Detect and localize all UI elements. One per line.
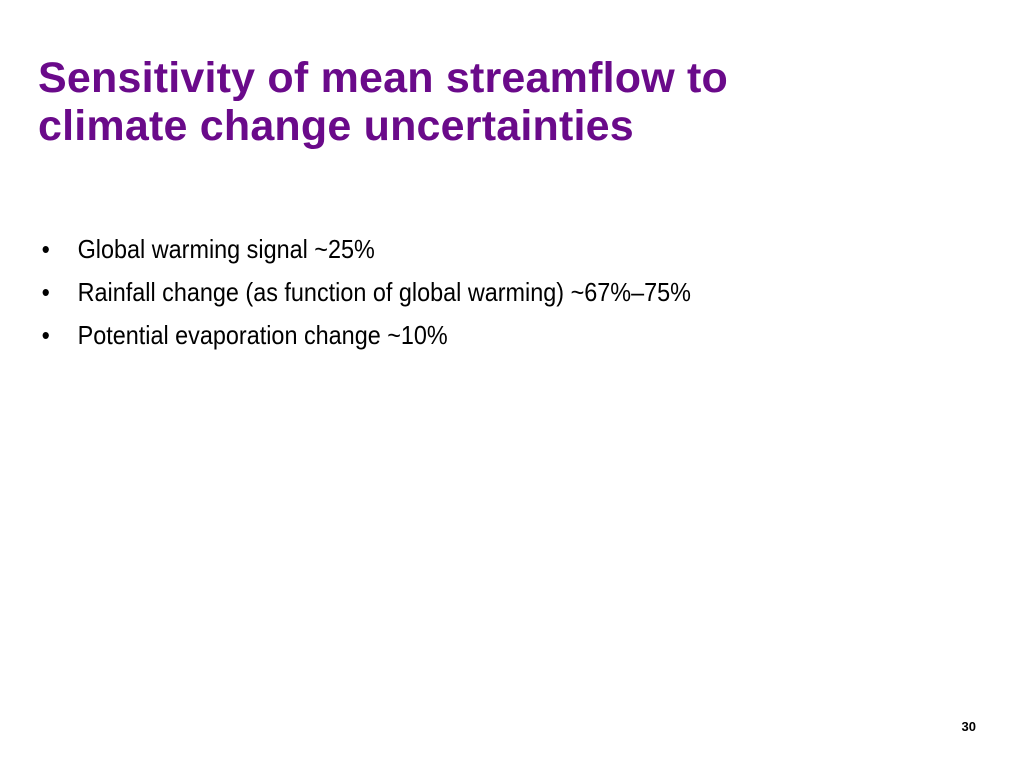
bullet-icon: • <box>41 234 50 264</box>
bullet-icon: • <box>41 320 50 350</box>
bullet-text: Potential evaporation change ~10% <box>77 320 448 350</box>
bullet-icon: • <box>41 277 50 307</box>
bullet-text: Rainfall change (as function of global w… <box>77 277 691 307</box>
bullet-item: • Rainfall change (as function of global… <box>38 271 902 314</box>
bullet-list: • Global warming signal ~25% • Rainfall … <box>38 228 902 357</box>
bullet-item: • Global warming signal ~25% <box>38 228 902 271</box>
slide-title-line-2: climate change uncertainties <box>38 102 634 150</box>
slide-title: Sensitivity of mean streamflow to climat… <box>38 54 998 150</box>
bullet-text: Global warming signal ~25% <box>77 234 375 264</box>
page-number: 30 <box>961 719 976 734</box>
slide-title-line-1: Sensitivity of mean streamflow to <box>38 54 728 102</box>
bullet-item: • Potential evaporation change ~10% <box>38 314 902 357</box>
